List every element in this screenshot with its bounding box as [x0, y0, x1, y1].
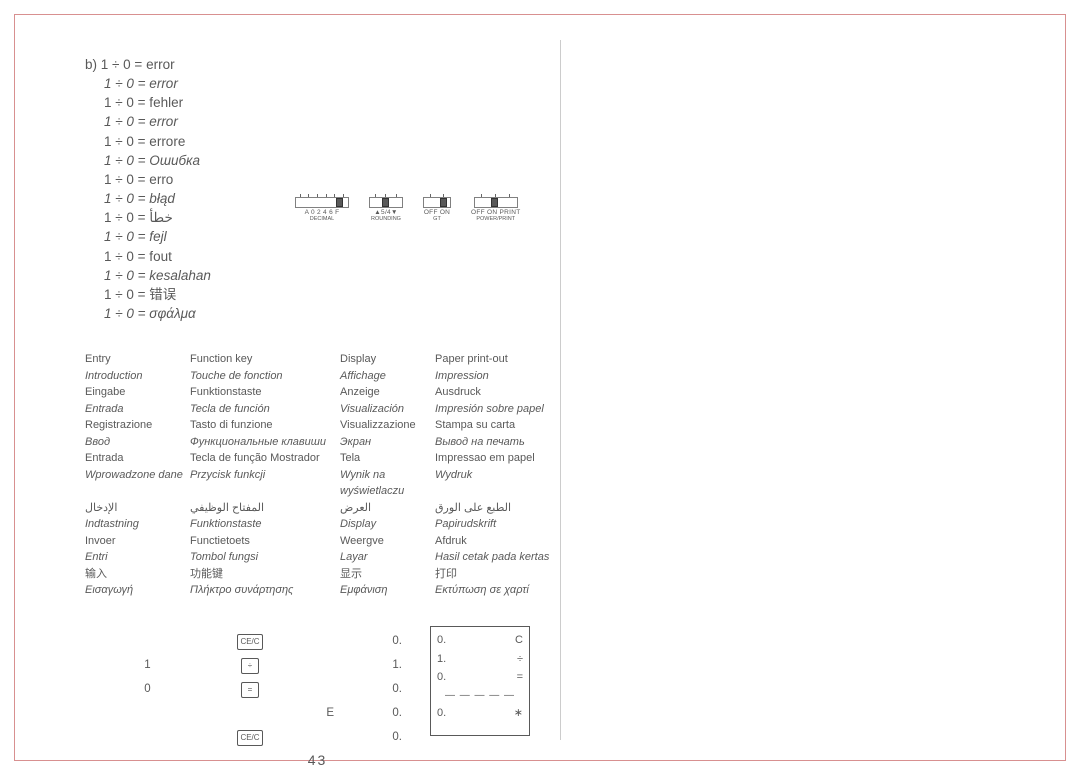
- error-line: 1 ÷ 0 = σφάλμα: [85, 304, 550, 323]
- table-row: Wprowadzone danePrzycisk funkcjiWynik na…: [85, 467, 550, 500]
- key-button: ÷: [241, 658, 259, 674]
- printout-line: 0.∗: [437, 704, 523, 723]
- error-line: 1 ÷ 0 = fehler: [85, 93, 550, 112]
- error-line: 1 ÷ 0 = Ошибка: [85, 151, 550, 170]
- table-row: الإدخالالمفتاح الوظيفيالعرضالطبع على الو…: [85, 500, 550, 517]
- key-button: =: [241, 682, 259, 698]
- example-row: CE/C0.: [85, 630, 410, 654]
- table-row: EingabeFunktionstasteAnzeigeAusdruck: [85, 384, 550, 401]
- error-line: 1 ÷ 0 = error: [85, 74, 550, 93]
- table-row: RegistrazioneTasto di funzioneVisualizza…: [85, 417, 550, 434]
- translation-table: EntryFunction keyDisplayPaper print-outI…: [85, 351, 550, 599]
- page-number: 43: [85, 750, 550, 771]
- printout-line: 1.÷: [437, 650, 523, 669]
- error-line: 1 ÷ 0 = erro: [85, 170, 550, 189]
- example-row: CE/C0.: [85, 726, 410, 750]
- printout-box: 0.C1.÷0.=— — — — —0.∗: [430, 626, 530, 736]
- switch: ▲5/4▼ROUNDING: [369, 197, 403, 222]
- error-line: 1 ÷ 0 = fejl: [85, 227, 550, 246]
- switch: OFF ON PRINTPOWER/PRINT: [471, 197, 520, 222]
- printout-line: 0.C: [437, 631, 523, 650]
- table-row: EntradaTecla de função MostradorTelaImpr…: [85, 450, 550, 467]
- error-line: 1 ÷ 0 = fout: [85, 247, 550, 266]
- switch: OFF ONGT: [423, 197, 451, 222]
- key-button: CE/C: [237, 634, 262, 650]
- left-page: b) 1 ÷ 0 = error1 ÷ 0 = error1 ÷ 0 = feh…: [85, 55, 550, 599]
- table-row: ВводФункциональные клавишиЭкранВывод на …: [85, 434, 550, 451]
- table-row: InvoerFunctietoetsWeergveAfdruk: [85, 533, 550, 550]
- switch-diagram: A 0 2 4 6 FDECIMAL ▲5/4▼ROUNDING OFF ONGT O…: [295, 197, 520, 222]
- error-line: 1 ÷ 0 = kesalahan: [85, 266, 550, 285]
- error-line: 1 ÷ 0 = errore: [85, 132, 550, 151]
- example-block: CE/C0.1÷1.0=0.E0.CE/C0. 0.C1.÷0.=— — — —…: [85, 630, 550, 750]
- table-row: EntriTombol fungsiLayarHasil cetak pada …: [85, 549, 550, 566]
- error-list: b) 1 ÷ 0 = error1 ÷ 0 = error1 ÷ 0 = feh…: [85, 55, 550, 323]
- key-button: CE/C: [237, 730, 262, 746]
- error-line: 1 ÷ 0 = error: [85, 112, 550, 131]
- example-row: 0=0.: [85, 678, 410, 702]
- table-row: EntradaTecla de funciónVisualizaciónImpr…: [85, 401, 550, 418]
- error-line: b) 1 ÷ 0 = error: [85, 55, 550, 74]
- table-header: EntryFunction keyDisplayPaper print-out: [85, 351, 550, 368]
- table-row: ΕισαγωγήΠλήκτρο συνάρτησηςΕμφάνισηΕκτύπω…: [85, 582, 550, 599]
- printout-line: — — — — —: [437, 687, 523, 704]
- error-line: 1 ÷ 0 = 错误: [85, 285, 550, 304]
- table-row: IndtastningFunktionstasteDisplayPapiruds…: [85, 516, 550, 533]
- table-row: 输入功能键显示打印: [85, 566, 550, 583]
- printout-line: 0.=: [437, 668, 523, 687]
- switch: A 0 2 4 6 FDECIMAL: [295, 197, 349, 222]
- page-divider: [560, 40, 561, 740]
- table-row: IntroductionTouche de fonctionAffichageI…: [85, 368, 550, 385]
- example-row: E0.: [85, 702, 410, 726]
- example-row: 1÷1.: [85, 654, 410, 678]
